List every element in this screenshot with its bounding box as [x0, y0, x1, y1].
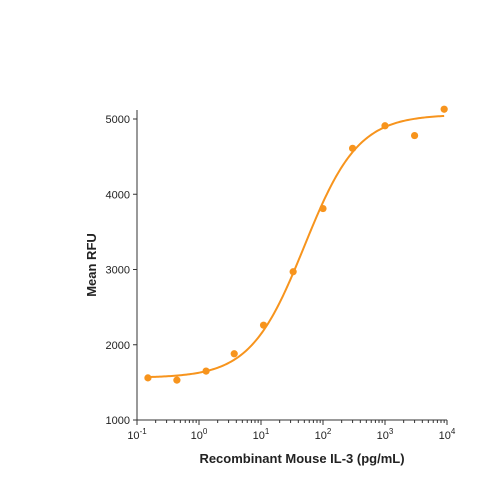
data-point [348, 144, 357, 152]
fit-curve [147, 114, 445, 379]
y-tick-label: 5000 [106, 114, 130, 126]
y-ticks: 1000 2000 3000 4000 5000 [106, 114, 137, 427]
data-point [319, 204, 327, 213]
x-tick-label: 104 [439, 427, 456, 442]
data-point [259, 321, 268, 329]
y-axis-title: Mean RFU [84, 233, 99, 297]
x-axis-title: Recombinant Mouse IL-3 (pg/mL) [199, 451, 404, 466]
data-point [173, 376, 181, 384]
data-point [144, 374, 152, 382]
axes [136, 110, 447, 421]
data-point [289, 268, 297, 276]
y-tick-label: 3000 [106, 265, 130, 277]
x-tick-label: 101 [253, 427, 270, 442]
y-tick-label: 1000 [106, 415, 130, 427]
data-point [230, 350, 238, 358]
y-tick-label: 2000 [106, 340, 130, 352]
x-tick-label: 10-1 [127, 427, 147, 442]
data-point [440, 105, 448, 113]
data-point [410, 131, 419, 140]
x-tick-label: 103 [377, 427, 394, 442]
x-ticks: 10-1 100 101 102 103 104 [127, 420, 456, 442]
data-points [144, 105, 448, 384]
data-point [202, 367, 210, 375]
x-tick-label: 102 [315, 427, 332, 442]
x-tick-label: 100 [191, 427, 208, 442]
data-point [381, 122, 389, 130]
y-tick-label: 4000 [106, 189, 130, 201]
